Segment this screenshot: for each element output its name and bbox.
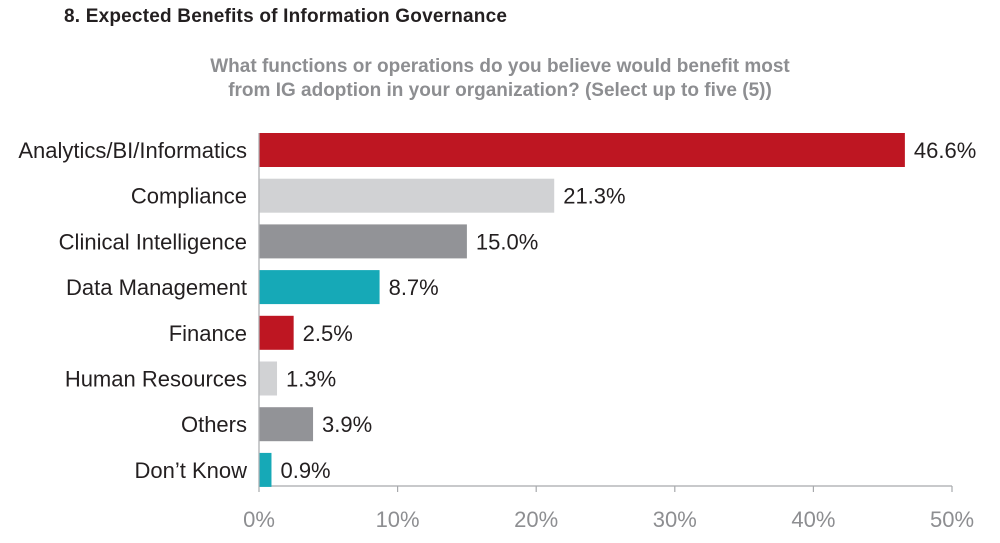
category-label: Clinical Intelligence (59, 229, 247, 254)
value-label: 46.6% (914, 138, 976, 163)
value-label: 15.0% (476, 229, 538, 254)
bar (259, 452, 272, 487)
category-label: Compliance (131, 184, 247, 209)
x-tick-label: 20% (514, 507, 558, 532)
bar (259, 315, 294, 350)
value-label: 8.7% (389, 275, 439, 300)
bar (259, 270, 380, 305)
value-label: 3.9% (322, 412, 372, 437)
subtitle-line-2: from IG adoption in your organization? (… (228, 80, 772, 101)
value-label: 21.3% (563, 184, 625, 209)
category-label: Others (181, 412, 247, 437)
x-tick-label: 40% (791, 507, 835, 532)
x-tick-label: 50% (930, 507, 974, 532)
value-label: 2.5% (303, 321, 353, 346)
bar (259, 224, 467, 259)
x-tick-label: 0% (243, 507, 275, 532)
subtitle-line-1: What functions or operations do you beli… (210, 56, 790, 77)
category-label: Finance (169, 321, 247, 346)
category-label: Data Management (66, 275, 247, 300)
category-label: Analytics/BI/Informatics (18, 138, 247, 163)
bar (259, 133, 905, 167)
bar (259, 361, 278, 396)
chart-subtitle: What functions or operations do you beli… (100, 55, 900, 103)
x-tick-label: 10% (376, 507, 420, 532)
value-label: 1.3% (286, 367, 336, 392)
category-label: Don’t Know (134, 458, 247, 483)
bar (259, 407, 314, 442)
category-label: Human Resources (65, 367, 247, 392)
value-label: 0.9% (280, 458, 330, 483)
x-tick-label: 30% (653, 507, 697, 532)
bar (259, 178, 555, 213)
chart-title: 8. Expected Benefits of Information Gove… (64, 6, 508, 27)
